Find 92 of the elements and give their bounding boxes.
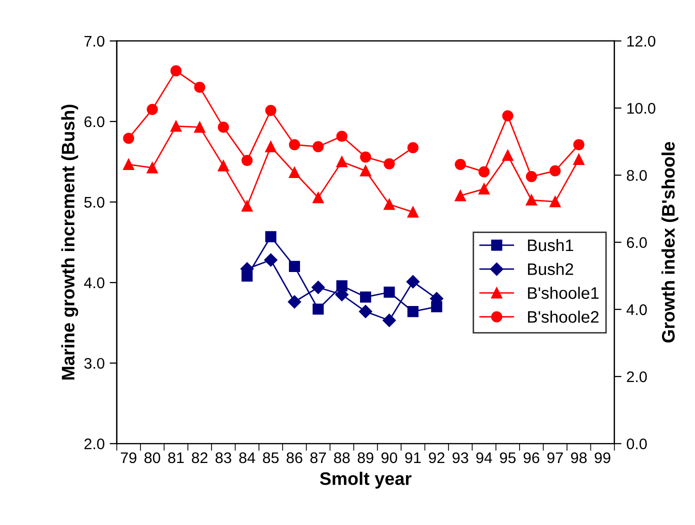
point [384,158,395,170]
point [265,231,276,242]
x-tick-label: 81 [168,452,184,464]
point [502,110,514,122]
y2-tick-label: 6.0 [626,237,647,248]
point [478,166,490,178]
legend-label: B'shoole2 [528,310,599,323]
y-tick-label: 4.0 [84,277,104,288]
point [194,82,206,93]
x-tick-label: 80 [144,452,160,464]
point [358,304,372,318]
x-axis-title: Smolt year [320,472,412,489]
point [218,160,229,172]
point [336,156,348,168]
point [194,122,206,133]
point [384,286,395,298]
point [312,192,324,204]
x-tick-label: 90 [381,452,398,464]
x-tick-label: 85 [262,452,279,464]
legend-label: Bush1 [528,238,574,252]
point [312,304,324,315]
x-tick-label: 79 [120,452,136,464]
point [407,206,419,218]
y2-tick-label: 0.0 [626,438,647,450]
x-tick-label: 89 [358,452,374,464]
point [454,158,466,170]
x-tick-label: 83 [216,452,232,464]
x-tick-label: 88 [334,452,350,464]
y-tick-label: 2.0 [84,438,104,450]
point [288,139,300,150]
y2-tick-label: 10.0 [627,102,656,114]
point [288,166,300,178]
point [406,275,420,288]
point [384,198,395,210]
point [312,280,325,294]
point [242,200,253,212]
y-axis-title: Marine growth increment (Bush) [61,104,78,380]
point [573,139,584,150]
point [407,142,419,154]
point [550,196,561,208]
point [242,154,253,166]
point [502,150,514,161]
x-tick-label: 94 [476,452,492,464]
point [478,183,490,194]
point [264,253,278,267]
point [170,65,182,76]
x-tick-label: 95 [500,452,516,464]
x-tick-label: 97 [547,452,563,464]
x-tick-label: 84 [239,452,256,464]
point [526,194,537,206]
point [288,260,300,272]
point [573,154,584,165]
point [123,132,134,144]
y2-tick-label: 2.0 [626,371,647,382]
y-tick-label: 5.0 [84,196,104,208]
point [123,158,134,170]
x-tick-label: 96 [524,452,540,464]
y2-tick-label: 12.0 [627,36,656,47]
point [382,314,396,327]
point [407,306,419,318]
point [360,165,372,176]
x-tick-label: 99 [594,452,610,464]
x-tick-label: 98 [571,452,587,464]
point [146,162,158,174]
point [336,130,348,142]
point [170,120,182,132]
x-tick-label: 87 [310,452,326,464]
point [360,291,372,303]
legend-label: B'shoole1 [528,286,599,299]
y-tick-label: 7.0 [84,36,104,47]
point [265,104,276,116]
x-tick-label: 86 [286,452,302,464]
y2-tick-label: 4.0 [626,304,647,316]
y2-tick-label: 8.0 [626,170,647,181]
point [218,122,229,133]
point [312,141,324,152]
point [146,104,158,115]
x-tick-label: 92 [428,452,444,464]
point [454,190,466,202]
y-tick-label: 3.0 [84,358,104,369]
y-tick-label: 6.0 [84,116,104,128]
x-tick-label: 93 [452,452,468,464]
point [360,152,372,163]
legend-label: Bush2 [528,262,574,276]
point [550,165,561,176]
x-tick-label: 91 [405,452,421,464]
point [265,141,276,152]
y2-axis-title: Growth index (B'shoole [661,142,678,342]
x-tick-label: 82 [192,452,208,464]
point [288,295,302,308]
point [526,170,537,182]
point [336,280,348,292]
